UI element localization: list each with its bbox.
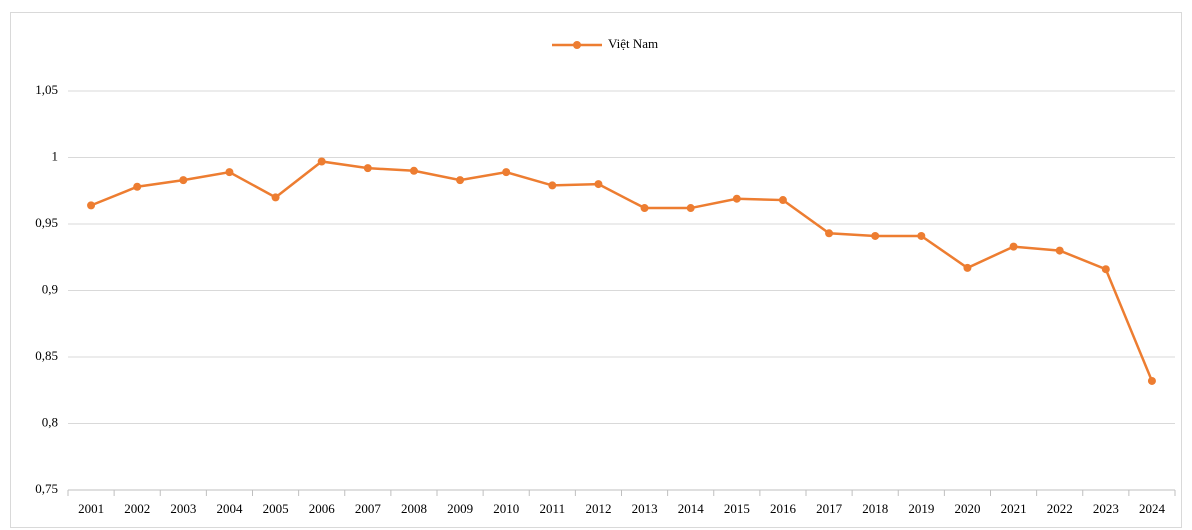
x-tick-label: 2001 [78, 501, 104, 516]
x-tick-label: 2008 [401, 501, 427, 516]
y-tick-label: 1 [52, 148, 59, 163]
point [640, 204, 649, 213]
x-tick-label: 2022 [1047, 501, 1073, 516]
x-tick-label: 2016 [770, 501, 797, 516]
legend-marker [573, 41, 581, 49]
point [502, 168, 511, 177]
x-tick-label: 2007 [355, 501, 382, 516]
x-tick-label: 2021 [1001, 501, 1027, 516]
x-tick-label: 2003 [170, 501, 196, 516]
point [778, 196, 787, 205]
legend-label: Việt Nam [608, 36, 658, 51]
point [133, 182, 142, 191]
x-tick-label: 2011 [540, 501, 566, 516]
point [271, 193, 280, 202]
point [1101, 265, 1110, 274]
x-tick-label: 2013 [632, 501, 658, 516]
x-tick-label: 2024 [1139, 501, 1166, 516]
point [363, 164, 372, 173]
x-tick-label: 2020 [954, 501, 980, 516]
x-tick-label: 2018 [862, 501, 888, 516]
x-tick-label: 2017 [816, 501, 843, 516]
point [1009, 242, 1018, 251]
y-tick-label: 0,95 [35, 215, 58, 230]
point [317, 157, 326, 166]
point [456, 176, 465, 185]
x-tick-label: 2019 [908, 501, 934, 516]
x-tick-label: 2005 [263, 501, 289, 516]
point [732, 194, 741, 203]
x-tick-label: 2014 [678, 501, 705, 516]
x-tick-label: 2009 [447, 501, 473, 516]
point [825, 229, 834, 238]
y-tick-label: 0,75 [35, 481, 58, 496]
point [963, 263, 972, 272]
point [548, 181, 557, 190]
chart-border [10, 12, 1182, 528]
y-tick-label: 0,8 [42, 414, 58, 429]
y-tick-label: 0,9 [42, 281, 58, 296]
y-tick-label: 1,05 [35, 82, 58, 97]
x-tick-label: 2023 [1093, 501, 1119, 516]
point [87, 201, 96, 210]
point [1147, 376, 1156, 385]
point [871, 231, 880, 240]
x-tick-label: 2010 [493, 501, 519, 516]
point [594, 180, 603, 189]
x-tick-label: 2012 [585, 501, 611, 516]
point [1055, 246, 1064, 255]
y-tick-label: 0,85 [35, 348, 58, 363]
point [225, 168, 234, 177]
x-tick-label: 2002 [124, 501, 150, 516]
point [409, 166, 418, 175]
x-tick-label: 2015 [724, 501, 750, 516]
x-tick-label: 2004 [216, 501, 243, 516]
point [179, 176, 188, 185]
point [686, 204, 695, 213]
point [917, 231, 926, 240]
x-tick-label: 2006 [309, 501, 336, 516]
line [90, 160, 1154, 382]
